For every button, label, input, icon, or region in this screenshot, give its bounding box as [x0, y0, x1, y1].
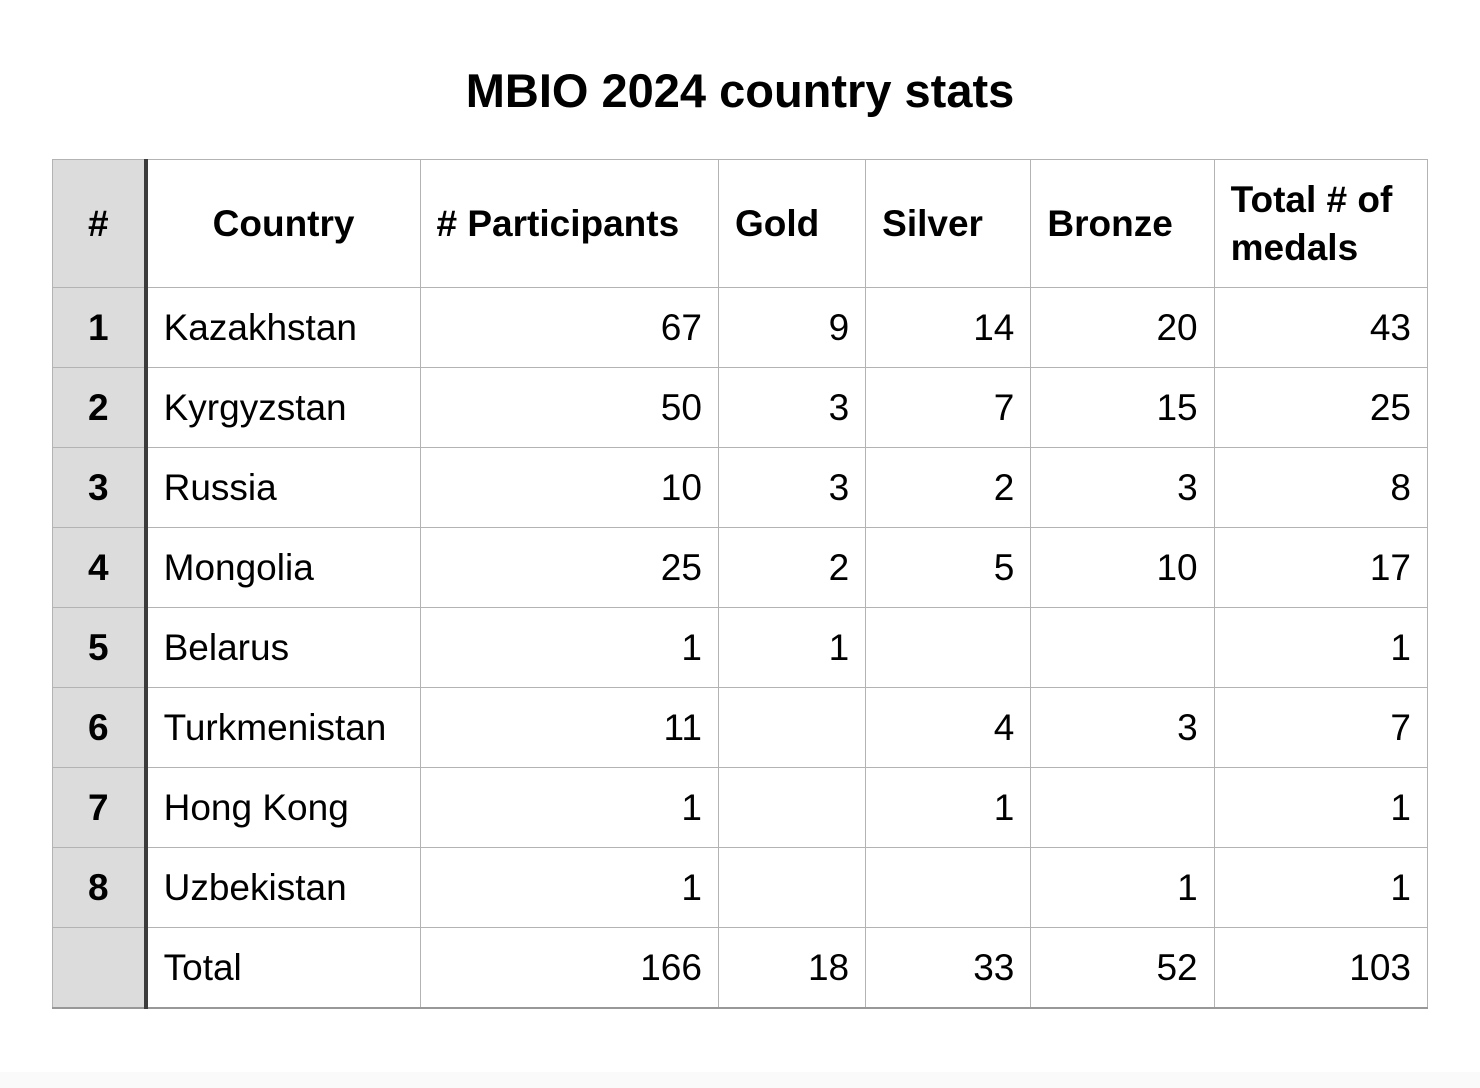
cell-participants: 10 — [419, 447, 719, 529]
cell-silver: 2 — [865, 447, 1032, 529]
cell-bronze: 15 — [1030, 367, 1215, 449]
cell-gold: 3 — [717, 447, 867, 529]
cell-bronze — [1030, 607, 1215, 689]
cell-bronze: 3 — [1030, 447, 1215, 529]
cell-silver: 1 — [865, 767, 1032, 849]
cell-country: Total — [145, 927, 421, 1009]
cell-participants: 25 — [419, 527, 719, 609]
cell-total: 103 — [1213, 927, 1429, 1009]
cell-total: 17 — [1213, 527, 1429, 609]
cell-country: Hong Kong — [145, 767, 421, 849]
cell-silver — [865, 607, 1032, 689]
cell-participants: 11 — [419, 687, 719, 769]
cell-total: 43 — [1213, 287, 1429, 369]
cell-country: Kyrgyzstan — [145, 367, 421, 449]
cell-gold: 2 — [717, 527, 867, 609]
cell-bronze: 10 — [1030, 527, 1215, 609]
cell-gold: 3 — [717, 367, 867, 449]
cell-gold — [717, 767, 867, 849]
cell-participants: 1 — [419, 847, 719, 929]
cell-rank: 1 — [51, 287, 148, 369]
header-row: # Country # Participants Gold Silver Bro… — [51, 159, 1429, 289]
cell-silver: 14 — [865, 287, 1032, 369]
header-country: Country — [145, 159, 421, 289]
cell-silver: 7 — [865, 367, 1032, 449]
header-bronze: Bronze — [1030, 159, 1215, 289]
cell-rank: 2 — [51, 367, 148, 449]
cell-total: 7 — [1213, 687, 1429, 769]
header-rank: # — [51, 159, 148, 289]
cell-total: 8 — [1213, 447, 1429, 529]
cell-rank: 5 — [51, 607, 148, 689]
table-row: 5 Belarus 1 1 1 — [51, 607, 1429, 689]
cell-participants: 50 — [419, 367, 719, 449]
cell-rank: 8 — [51, 847, 148, 929]
page: MBIO 2024 country stats # Country # Part… — [51, 64, 1429, 1009]
cell-bronze: 20 — [1030, 287, 1215, 369]
header-total-medals: Total # of medals — [1213, 159, 1429, 289]
header-silver: Silver — [865, 159, 1032, 289]
cell-country: Russia — [145, 447, 421, 529]
cell-rank: 3 — [51, 447, 148, 529]
table-row: 3 Russia 10 3 2 3 8 — [51, 447, 1429, 529]
table-row: 8 Uzbekistan 1 1 1 — [51, 847, 1429, 929]
cell-gold — [717, 847, 867, 929]
total-row: Total 166 18 33 52 103 — [51, 927, 1429, 1009]
cell-bronze: 3 — [1030, 687, 1215, 769]
header-gold: Gold — [717, 159, 867, 289]
cell-gold — [717, 687, 867, 769]
cell-bronze: 1 — [1030, 847, 1215, 929]
cell-rank: 7 — [51, 767, 148, 849]
country-stats-table: # Country # Participants Gold Silver Bro… — [51, 159, 1429, 1009]
table-row: 4 Mongolia 25 2 5 10 17 — [51, 527, 1429, 609]
cell-gold: 18 — [717, 927, 867, 1009]
cell-total: 1 — [1213, 607, 1429, 689]
cell-bronze — [1030, 767, 1215, 849]
cell-country: Uzbekistan — [145, 847, 421, 929]
cell-country: Mongolia — [145, 527, 421, 609]
table-row: 1 Kazakhstan 67 9 14 20 43 — [51, 287, 1429, 369]
table-row: 6 Turkmenistan 11 4 3 7 — [51, 687, 1429, 769]
cell-silver: 4 — [865, 687, 1032, 769]
cell-silver: 33 — [865, 927, 1032, 1009]
cell-rank: 4 — [51, 527, 148, 609]
cell-rank — [51, 927, 148, 1009]
cell-participants: 1 — [419, 767, 719, 849]
table-row: 7 Hong Kong 1 1 1 — [51, 767, 1429, 849]
table-row: 2 Kyrgyzstan 50 3 7 15 25 — [51, 367, 1429, 449]
cell-total: 1 — [1213, 767, 1429, 849]
page-edge — [0, 1072, 1480, 1088]
cell-rank: 6 — [51, 687, 148, 769]
cell-country: Belarus — [145, 607, 421, 689]
page-title: MBIO 2024 country stats — [465, 64, 1015, 117]
cell-participants: 166 — [419, 927, 719, 1009]
cell-total: 25 — [1213, 367, 1429, 449]
cell-silver — [865, 847, 1032, 929]
cell-participants: 67 — [419, 287, 719, 369]
cell-total: 1 — [1213, 847, 1429, 929]
cell-country: Turkmenistan — [145, 687, 421, 769]
cell-country: Kazakhstan — [145, 287, 421, 369]
cell-gold: 1 — [717, 607, 867, 689]
header-participants: # Participants — [419, 159, 719, 289]
cell-silver: 5 — [865, 527, 1032, 609]
cell-gold: 9 — [717, 287, 867, 369]
cell-participants: 1 — [419, 607, 719, 689]
cell-bronze: 52 — [1030, 927, 1215, 1009]
